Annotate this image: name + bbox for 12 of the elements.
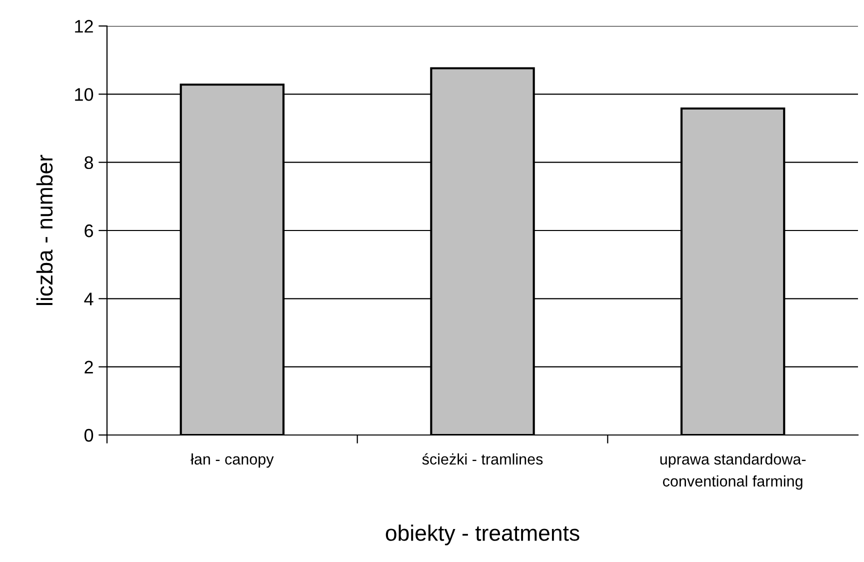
y-tick-label: 6 <box>84 224 94 238</box>
x-tick-label: łan - canopy <box>190 453 274 468</box>
y-tick-label: 12 <box>75 20 93 33</box>
x-tick-label: uprawa standardowa- conventional farming <box>660 453 806 490</box>
y-tick-label: 2 <box>84 360 93 374</box>
y-tick-label: 8 <box>84 156 94 170</box>
y-tick-label: 0 <box>84 428 94 442</box>
x-tick-label: ścieżki - tramlines <box>422 453 543 465</box>
y-axis-title: liczba - number <box>36 154 53 305</box>
y-tick-label: 4 <box>84 292 94 306</box>
y-tick-label: 10 <box>75 88 94 101</box>
x-axis-title: obiekty - treatments <box>386 524 580 546</box>
